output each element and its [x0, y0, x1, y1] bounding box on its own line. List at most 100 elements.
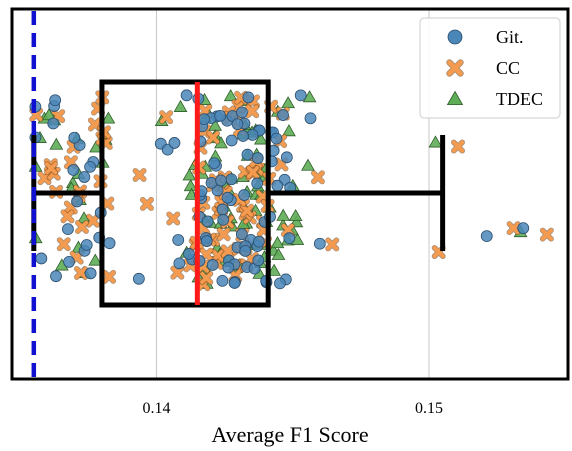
point-cc: [56, 237, 71, 252]
point-git: [228, 277, 241, 289]
point-cc-fill: [507, 222, 520, 235]
point-git: [271, 179, 284, 192]
point-cc: [159, 110, 174, 125]
point-cc: [100, 196, 115, 211]
legend-marker-git: [447, 29, 463, 45]
point-git: [173, 257, 186, 270]
point-git: [216, 274, 229, 287]
point-git: [251, 177, 264, 190]
point-tdec: [282, 124, 296, 137]
point-tdec: [88, 253, 103, 266]
point-git: [216, 203, 229, 216]
point-cc-fill: [200, 271, 213, 284]
point-cc: [255, 189, 270, 204]
point-git: [221, 191, 234, 204]
point-git: [235, 228, 248, 241]
point-git: [214, 109, 227, 122]
point-tdec: [253, 132, 268, 145]
point-cc-fill: [57, 238, 70, 251]
point-cc: [451, 139, 466, 154]
point-git: [225, 173, 238, 186]
point-git: [222, 261, 235, 274]
point-git: [304, 112, 317, 125]
point-tdec: [173, 99, 188, 112]
point-git: [236, 106, 248, 119]
point-git: [208, 157, 221, 169]
point-git: [168, 137, 181, 149]
point-git: [217, 213, 230, 226]
point-cc: [37, 171, 52, 186]
boxplot: [31, 11, 446, 377]
point-git: [201, 215, 214, 228]
legend-label: TDEC: [496, 89, 543, 109]
point-cc: [240, 203, 255, 218]
point-git: [35, 252, 48, 265]
point-git: [200, 235, 213, 247]
point-git: [183, 248, 195, 260]
x-tick-label: 0.15: [415, 400, 443, 417]
point-git: [180, 89, 193, 102]
point-cc: [245, 165, 260, 180]
interquartile-box: [99, 79, 271, 308]
point-git: [517, 222, 530, 235]
point-cc: [220, 244, 235, 259]
point-cc-fill: [101, 197, 114, 210]
point-cc-fill: [246, 105, 259, 118]
legend-label: Git.: [496, 27, 524, 47]
legend-label: CC: [496, 58, 520, 78]
point-cc: [199, 270, 214, 285]
point-git: [283, 232, 296, 245]
point-tdec: [271, 247, 286, 260]
point-cc-fill: [246, 166, 260, 179]
point-git: [225, 134, 238, 147]
point-cc-fill: [61, 210, 74, 223]
point-cc: [74, 219, 89, 234]
point-git: [239, 245, 252, 257]
point-cc-fill: [75, 220, 89, 234]
point-git: [313, 237, 326, 250]
point-cc: [86, 213, 101, 228]
point-git: [277, 109, 289, 121]
point-git: [80, 239, 93, 251]
point-git: [215, 174, 227, 187]
point-tdec: [301, 158, 315, 171]
point-cc-fill: [160, 111, 173, 124]
point-cc-fill: [171, 266, 184, 279]
point-git: [241, 148, 254, 161]
point-git: [270, 132, 283, 145]
point-git: [172, 234, 185, 246]
point-cc-fill: [211, 249, 224, 262]
point-cc: [102, 269, 117, 284]
point-tdec: [288, 208, 303, 222]
point-cc-fill: [133, 168, 146, 182]
point-git: [103, 237, 116, 250]
point-cc-fill: [74, 266, 88, 280]
point-tdec: [223, 89, 238, 102]
point-git: [294, 89, 307, 102]
point-cc-fill: [140, 197, 154, 211]
point-cc: [166, 211, 181, 226]
point-cc: [170, 265, 185, 280]
point-cc: [310, 170, 325, 185]
point-tdec: [270, 236, 285, 249]
point-cc-fill: [326, 238, 339, 251]
point-git: [67, 164, 80, 176]
point-git: [84, 160, 96, 173]
point-cc: [139, 196, 154, 211]
point-git: [280, 151, 293, 164]
plot-frame: [10, 7, 570, 381]
point-git: [47, 117, 60, 130]
point-tdec: [182, 168, 197, 181]
point-git: [198, 113, 211, 126]
point-cc-fill: [45, 162, 58, 175]
point-git: [49, 94, 62, 107]
x-axis-label: Average F1 Score: [211, 422, 368, 447]
point-tdec: [428, 135, 443, 148]
point-tdec: [101, 111, 116, 124]
point-git: [78, 171, 91, 183]
point-cc: [206, 130, 221, 145]
point-cc: [73, 265, 88, 280]
legend: Git. CC TDEC: [419, 17, 561, 119]
